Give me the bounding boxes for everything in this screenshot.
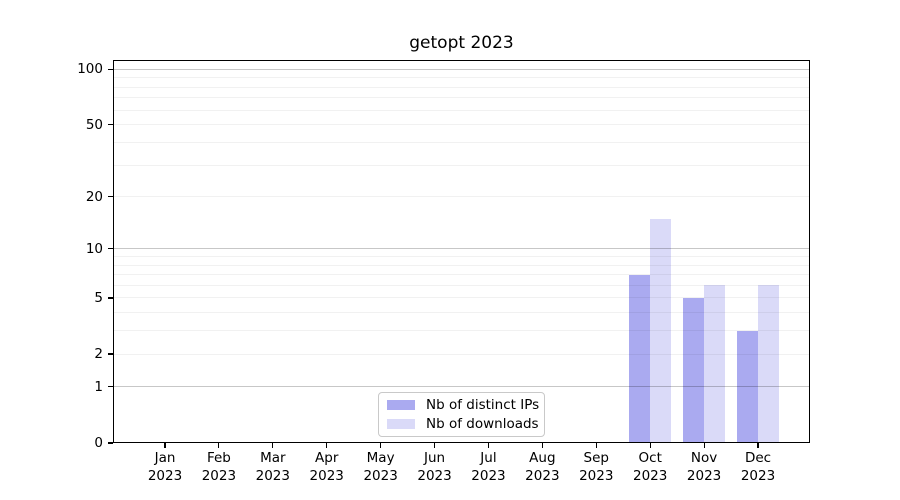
legend-swatch-distinct-ips [387, 400, 415, 410]
x-tick-label-feb: Feb 2023 [192, 450, 246, 485]
y-tick-20 [108, 195, 113, 198]
x-tick-year: 2023 [579, 467, 614, 484]
x-tick-year: 2023 [633, 467, 668, 484]
x-tick-label-apr: Apr 2023 [300, 450, 354, 485]
y-tick-0 [108, 442, 113, 444]
y-tick-50 [108, 124, 113, 126]
gridline-minor-y-40 [113, 141, 810, 143]
bar-nb-of-downloads-oct [650, 218, 672, 443]
gridline-minor-y-20 [113, 196, 810, 198]
x-tick-may [380, 443, 382, 448]
x-tick-jul [487, 443, 490, 448]
gridline-minor-y-7 [113, 274, 810, 276]
y-tick-10 [108, 248, 113, 250]
legend-swatch-downloads [387, 419, 415, 429]
x-tick-feb [218, 443, 220, 448]
gridline-minor-y-2 [113, 353, 810, 355]
x-tick-oct [649, 443, 651, 448]
x-tick-month: Apr [315, 450, 339, 466]
x-tick-nov [703, 443, 705, 448]
x-tick-label-aug: Aug 2023 [515, 450, 569, 485]
x-tick-label-jan: Jan 2023 [138, 450, 192, 485]
x-tick-label-dec: Dec 2023 [731, 450, 785, 485]
y-tick-2 [108, 353, 113, 355]
x-tick-year: 2023 [525, 467, 560, 484]
gridline-minor-y-6 [113, 284, 810, 286]
gridline-minor-y-8 [113, 264, 810, 266]
x-tick-year: 2023 [686, 467, 722, 484]
x-tick-year: 2023 [147, 467, 183, 484]
legend-label-downloads: Nb of downloads [426, 416, 539, 432]
x-tick-apr [326, 443, 328, 448]
x-tick-month: Oct [638, 450, 662, 466]
y-tick-5 [108, 297, 113, 299]
x-tick-year: 2023 [740, 467, 776, 484]
x-tick-sep [595, 443, 597, 448]
y-tick-label-5: 5 [94, 289, 103, 306]
y-tick-1 [108, 386, 113, 388]
bar-nb-of-distinct-ips-nov [683, 297, 705, 443]
bar-nb-of-distinct-ips-oct [629, 274, 651, 443]
x-tick-label-may: May 2023 [354, 450, 408, 485]
x-tick-month: Jul [480, 450, 497, 466]
x-tick-label-sep: Sep 2023 [569, 450, 623, 485]
gridline-minor-y-4 [113, 312, 810, 314]
chart-title: getopt 2023 [409, 33, 514, 53]
x-tick-month: Aug [529, 450, 556, 466]
x-tick-label-mar: Mar 2023 [246, 450, 300, 485]
x-tick-month: Jun [424, 450, 446, 466]
gridline-minor-y-60 [113, 109, 810, 111]
y-tick-100 [108, 68, 113, 70]
x-tick-year: 2023 [417, 467, 452, 484]
gridline-minor-y-5 [113, 297, 810, 299]
bar-nb-of-downloads-nov [704, 285, 726, 443]
x-tick-month: May [366, 450, 395, 466]
x-tick-year: 2023 [255, 467, 290, 484]
gridline-major-y-1 [113, 386, 810, 388]
x-tick-mar [272, 443, 274, 448]
x-tick-label-oct: Oct 2023 [623, 450, 677, 485]
bar-nb-of-distinct-ips-dec [737, 330, 758, 443]
y-tick-label-100: 100 [77, 61, 103, 78]
x-tick-year: 2023 [363, 467, 398, 484]
legend-label-distinct-ips: Nb of distinct IPs [426, 397, 540, 413]
gridline-minor-y-30 [113, 164, 810, 166]
x-tick-month: Mar [260, 450, 286, 466]
y-tick-label-20: 20 [85, 188, 103, 205]
x-tick-month: Sep [583, 450, 609, 466]
gridline-major-y-100 [113, 68, 810, 70]
x-tick-label-nov: Nov 2023 [677, 450, 731, 485]
gridline-minor-y-3 [113, 330, 810, 332]
x-tick-month: Dec [744, 450, 772, 466]
legend-item-distinct-ips: Nb of distinct IPs [387, 397, 540, 413]
x-tick-label-jul: Jul 2023 [461, 450, 515, 485]
gridline-minor-y-80 [113, 86, 810, 88]
bar-nb-of-downloads-dec [758, 285, 779, 443]
y-tick-label-1: 1 [94, 378, 103, 395]
x-tick-year: 2023 [471, 467, 506, 484]
gridline-minor-y-9 [113, 256, 810, 258]
x-tick-year: 2023 [309, 467, 344, 484]
y-tick-label-50: 50 [85, 116, 103, 133]
x-tick-month: Jan [154, 450, 176, 466]
x-tick-aug [541, 443, 543, 448]
x-tick-month: Nov [690, 450, 718, 466]
x-tick-dec [757, 443, 759, 448]
y-tick-label-0: 0 [94, 435, 103, 451]
x-tick-jun [433, 443, 436, 448]
gridline-minor-y-90 [113, 77, 810, 79]
x-tick-year: 2023 [201, 467, 237, 484]
gridline-minor-y-70 [113, 97, 810, 99]
gridline-major-y-10 [113, 248, 810, 250]
x-tick-month: Feb [206, 450, 231, 466]
legend: Nb of distinct IPs Nb of downloads [378, 392, 545, 437]
y-tick-label-10: 10 [85, 240, 103, 257]
x-tick-jan [164, 443, 166, 448]
x-tick-label-jun: Jun 2023 [408, 450, 462, 485]
legend-item-downloads: Nb of downloads [387, 416, 539, 432]
y-tick-label-2: 2 [94, 346, 103, 363]
gridline-minor-y-50 [113, 124, 810, 126]
